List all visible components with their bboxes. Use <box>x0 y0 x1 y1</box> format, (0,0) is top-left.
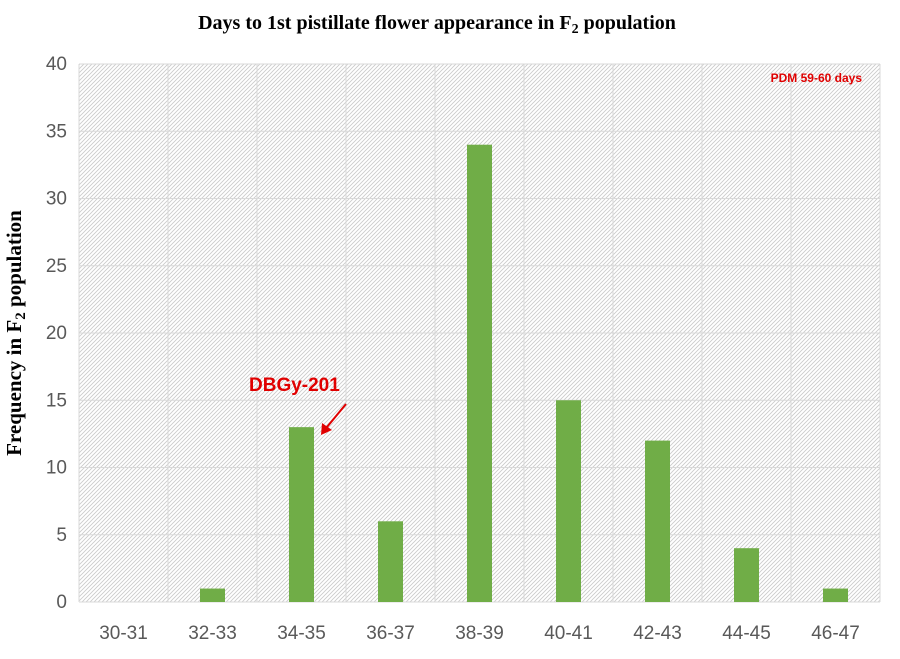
bar-32-33 <box>200 588 225 602</box>
chart-title: Days to 1st pistillate flower appearance… <box>198 12 676 37</box>
x-tick-label: 42-43 <box>633 623 682 644</box>
x-tick-label: 46-47 <box>811 623 860 644</box>
y-tick-label: 25 <box>46 256 67 277</box>
bar-44-45 <box>734 548 759 602</box>
x-tick-label: 34-35 <box>277 623 326 644</box>
annotation-arrow <box>321 403 347 435</box>
y-tick-label: 40 <box>46 54 67 75</box>
y-tick-label: 10 <box>46 458 67 479</box>
y-axis-label-subscript: 2 <box>13 312 29 320</box>
y-axis-label-tail: population <box>2 210 26 312</box>
y-tick-label: 0 <box>56 592 67 613</box>
dbgy-annotation: DBGy-201 <box>249 375 340 396</box>
x-tick-label: 40-41 <box>544 623 593 644</box>
bar-40-41 <box>556 400 581 602</box>
y-tick-label: 35 <box>46 121 67 142</box>
bar-42-43 <box>645 440 670 602</box>
y-axis-label: Frequency in F2 population <box>2 210 29 456</box>
x-tick-label: 32-33 <box>188 623 237 644</box>
chart-title-subscript: 2 <box>572 22 579 37</box>
bars <box>200 144 848 602</box>
x-tick-labels: 30-31 32-33 34-35 36-37 38-39 40-41 42-43 44-45… <box>99 623 860 644</box>
x-tick-label: 44-45 <box>722 623 771 644</box>
y-tick-label: 15 <box>46 390 67 411</box>
x-tick-label: 30-31 <box>99 623 148 644</box>
chart-title-tail: population <box>579 12 676 34</box>
bar-34-35 <box>289 427 314 602</box>
bar-46-47 <box>823 588 848 602</box>
x-tick-label: 36-37 <box>366 623 415 644</box>
bar-38-39 <box>467 144 492 602</box>
pdm-annotation: PDM 59-60 days <box>771 71 863 85</box>
bar-36-37 <box>378 521 403 602</box>
y-tick-labels: 0 5 10 15 20 25 30 35 40 <box>46 54 67 613</box>
y-tick-label: 30 <box>46 189 67 210</box>
x-tick-label: 38-39 <box>455 623 504 644</box>
y-tick-label: 20 <box>46 323 67 344</box>
y-tick-label: 5 <box>56 525 67 546</box>
